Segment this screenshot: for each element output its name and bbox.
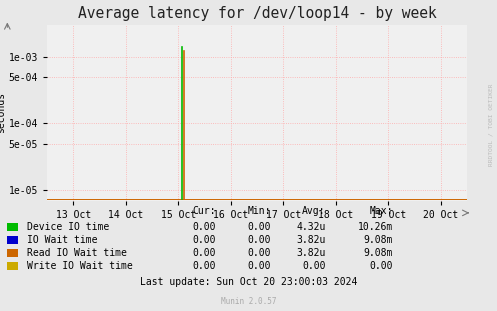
- Text: Cur:: Cur:: [193, 207, 216, 216]
- Text: 0.00: 0.00: [302, 261, 326, 271]
- Text: Max:: Max:: [369, 207, 393, 216]
- Text: Munin 2.0.57: Munin 2.0.57: [221, 297, 276, 306]
- Text: RRDTOOL / TOBI OETIKER: RRDTOOL / TOBI OETIKER: [489, 83, 494, 166]
- Text: 3.82u: 3.82u: [296, 248, 326, 258]
- Text: 0.00: 0.00: [248, 248, 271, 258]
- Y-axis label: seconds: seconds: [0, 92, 6, 133]
- Text: 0.00: 0.00: [248, 222, 271, 232]
- Text: Read IO Wait time: Read IO Wait time: [27, 248, 127, 258]
- Text: Device IO time: Device IO time: [27, 222, 109, 232]
- Text: 0.00: 0.00: [369, 261, 393, 271]
- Text: Write IO Wait time: Write IO Wait time: [27, 261, 133, 271]
- Text: 10.26m: 10.26m: [357, 222, 393, 232]
- Text: Last update: Sun Oct 20 23:00:03 2024: Last update: Sun Oct 20 23:00:03 2024: [140, 277, 357, 287]
- Text: 0.00: 0.00: [193, 222, 216, 232]
- Text: 0.00: 0.00: [248, 235, 271, 245]
- Text: 9.08m: 9.08m: [363, 248, 393, 258]
- Text: Avg:: Avg:: [302, 207, 326, 216]
- Text: IO Wait time: IO Wait time: [27, 235, 98, 245]
- Text: 0.00: 0.00: [248, 261, 271, 271]
- Text: 0.00: 0.00: [193, 261, 216, 271]
- Text: 0.00: 0.00: [193, 235, 216, 245]
- Text: Min:: Min:: [248, 207, 271, 216]
- Text: 9.08m: 9.08m: [363, 235, 393, 245]
- Text: 0.00: 0.00: [193, 248, 216, 258]
- Title: Average latency for /dev/loop14 - by week: Average latency for /dev/loop14 - by wee…: [78, 6, 436, 21]
- Text: 4.32u: 4.32u: [296, 222, 326, 232]
- Text: 3.82u: 3.82u: [296, 235, 326, 245]
